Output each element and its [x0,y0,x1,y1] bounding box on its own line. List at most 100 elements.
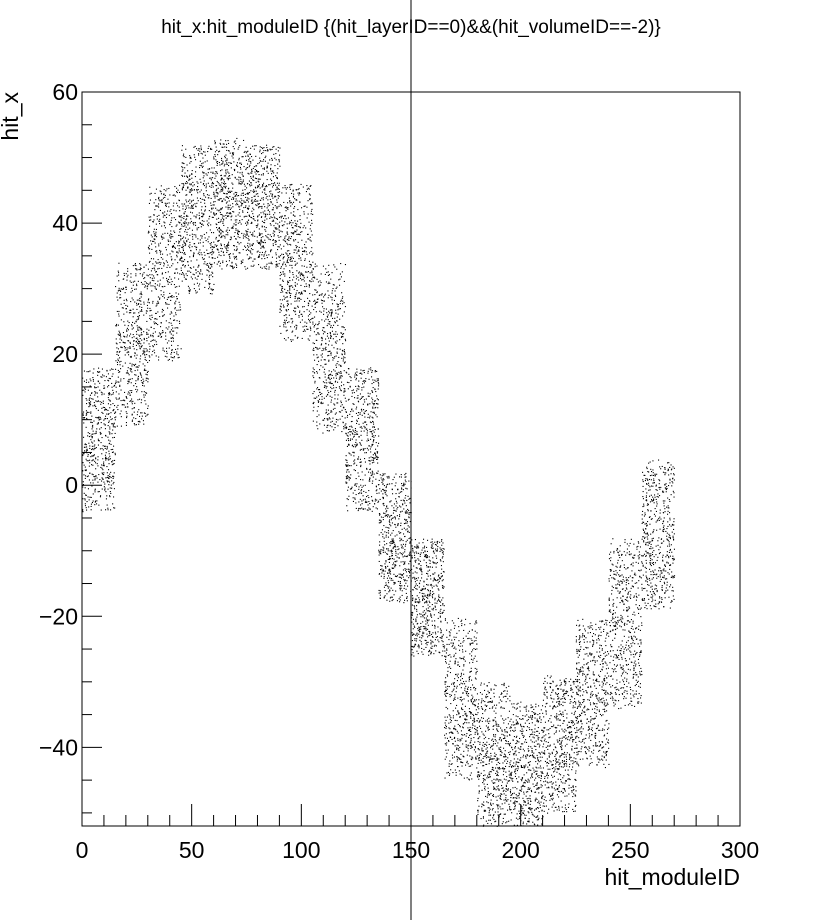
data-point [271,249,273,251]
data-point [219,164,221,166]
data-point [293,310,295,312]
data-point [135,418,137,420]
data-point [118,280,120,282]
data-point [341,326,343,328]
data-point [99,416,101,418]
data-point [262,160,264,162]
data-point [268,266,270,268]
data-point [330,399,332,401]
data-point [241,156,243,158]
data-point [188,175,190,177]
data-point [131,337,133,339]
data-point [290,232,292,234]
data-point [369,508,371,510]
data-point [201,223,203,225]
data-point [109,455,111,457]
data-point [260,237,262,239]
data-point [89,433,91,435]
data-point [120,360,122,362]
data-point [287,281,289,283]
data-point [186,234,188,236]
data-point [318,322,320,324]
data-point [240,163,242,165]
data-point [379,513,381,515]
data-point [190,157,192,159]
data-point [344,338,346,340]
data-point [164,215,166,217]
data-point [372,391,374,393]
data-point [171,357,173,359]
data-point [127,347,129,349]
data-point [313,401,315,403]
data-point [219,211,221,213]
data-point [103,474,105,476]
data-point [171,226,173,228]
data-point [376,403,378,405]
data-point [284,240,286,242]
data-point [199,167,201,169]
data-point [123,313,125,315]
data-point [302,306,304,308]
data-point [252,190,254,192]
data-point [252,176,254,178]
data-point [310,203,312,205]
data-point [266,257,268,259]
data-point [321,396,323,398]
data-point [201,257,203,259]
data-point [149,260,151,262]
data-point [248,239,250,241]
data-point [289,270,291,272]
data-point [400,532,402,534]
data-point [120,303,122,305]
data-point [126,300,128,302]
data-point [228,162,230,164]
data-point [147,405,149,407]
data-point [264,216,266,218]
data-point [346,498,348,500]
data-point [350,431,352,433]
data-point [174,259,176,261]
data-point [191,189,193,191]
data-point [227,247,229,249]
data-point [353,430,355,432]
data-point [266,167,268,169]
data-point [135,363,137,365]
data-point [364,427,366,429]
data-point [214,155,216,157]
data-point [195,272,197,274]
data-point [273,220,275,222]
data-point [126,397,128,399]
data-point [181,260,183,262]
data-point [261,258,263,260]
data-point [159,298,161,300]
data-point [262,241,264,243]
data-point [317,298,319,300]
data-point [226,162,228,164]
data-point [177,272,179,274]
data-point [116,361,118,363]
data-point [306,217,308,219]
data-point [290,340,292,342]
data-point [291,192,293,194]
data-point [348,476,350,478]
data-point [286,253,288,255]
data-point [322,306,324,308]
data-point [176,332,178,334]
data-point [142,384,144,386]
data-point [327,424,329,426]
data-point [258,228,260,230]
data-point [107,403,109,405]
data-point [279,221,281,223]
data-point [112,410,114,412]
data-point [172,245,174,247]
data-point [108,469,110,471]
data-point [233,223,235,225]
data-point [196,197,198,199]
data-point [123,321,125,323]
data-point [215,175,217,177]
data-point [251,253,253,255]
data-point [234,195,236,197]
data-point [253,200,255,202]
data-point [251,197,253,199]
data-point [94,387,96,389]
